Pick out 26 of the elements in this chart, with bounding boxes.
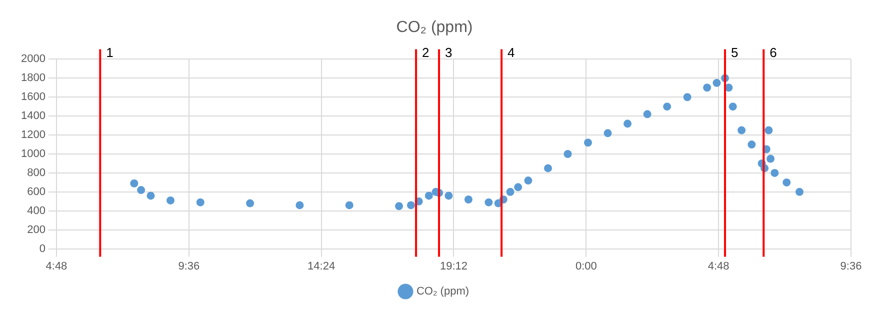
y-tick-label: 1800: [20, 72, 46, 84]
x-tick-label: 14:24: [308, 260, 336, 272]
chart-title: CO₂ (ppm): [396, 19, 473, 36]
x-tick-label: 4:48: [708, 260, 730, 272]
annotation: 2: [422, 44, 430, 60]
x-tick-label: 9:36: [840, 260, 862, 272]
annotation: 1: [106, 44, 114, 60]
y-tick-label: 1000: [20, 148, 46, 160]
y-tick-label: 0: [39, 242, 46, 255]
y-tick-label: 2000: [20, 53, 46, 66]
y-tick-label: 800: [27, 166, 46, 179]
annotation: 3: [445, 44, 452, 60]
y-tick-label: 1600: [20, 91, 46, 104]
x-tick-label: 0:00: [575, 260, 597, 272]
annotation: 6: [770, 44, 777, 60]
y-tick-label: 400: [27, 204, 46, 217]
legend-label: CO₂ (ppm): [416, 286, 470, 298]
x-tick-label: 9:36: [178, 260, 200, 272]
y-tick-label: 1200: [20, 129, 46, 142]
x-tick-label: 19:12: [440, 260, 468, 272]
y-tick-label: 200: [27, 224, 46, 236]
y-tick-label: 600: [27, 186, 46, 198]
x-tick-label: 4:48: [46, 260, 68, 272]
y-tick-label: 1400: [20, 110, 46, 122]
annotation: 4: [508, 44, 515, 60]
annotation: 5: [731, 44, 738, 60]
